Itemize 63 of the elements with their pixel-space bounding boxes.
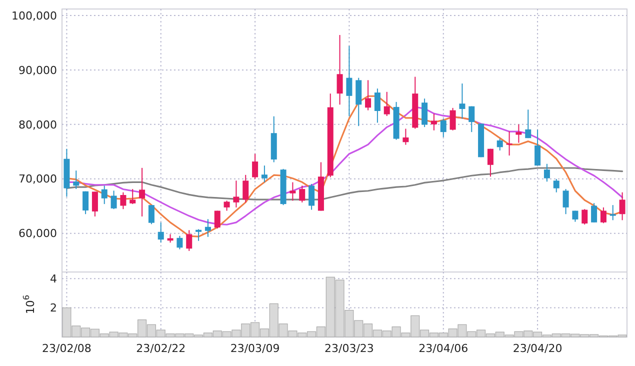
candlestick (496, 138, 503, 151)
candlestick (402, 128, 409, 146)
candlestick (73, 170, 80, 190)
candlestick (233, 180, 240, 208)
candlestick (120, 192, 126, 210)
candlestick (204, 218, 211, 238)
candlestick (374, 88, 380, 124)
candlestick (242, 174, 249, 203)
candlestick (553, 178, 560, 193)
candlestick (468, 106, 475, 133)
candlestick (82, 190, 89, 215)
y-tick-label: 90,000 (18, 64, 57, 77)
candlestick (196, 228, 202, 242)
x-tick-label: 23/02/08 (42, 342, 92, 355)
y-tick-label: 80,000 (18, 118, 57, 132)
candlestick (534, 129, 541, 166)
candlestick (384, 91, 390, 116)
candlestick (336, 34, 343, 106)
y-tick-label: 4 (50, 272, 57, 286)
candlestick (139, 167, 146, 217)
candlestick (186, 230, 192, 252)
candlestick (214, 210, 220, 229)
x-tick-label: 23/03/23 (324, 342, 374, 355)
candlestick (346, 46, 352, 117)
candlestick (130, 188, 136, 205)
candlestick (572, 210, 578, 222)
candlestick (176, 235, 183, 250)
candlestick (459, 82, 466, 120)
candlestick (308, 183, 315, 210)
candlestick (525, 109, 532, 139)
candlestick (148, 204, 154, 225)
candlestick (110, 190, 117, 210)
candlestick (591, 202, 598, 223)
candlestick (101, 185, 108, 205)
candlestick (619, 192, 626, 221)
candlestick (487, 148, 494, 178)
y-tick-label: 100,000 (12, 9, 57, 22)
candlestick (158, 222, 164, 244)
candlestick (290, 182, 296, 202)
candlestick (224, 200, 230, 212)
candlestick (600, 206, 606, 224)
candlestick (365, 80, 372, 111)
x-tick-label: 23/04/20 (512, 342, 562, 355)
x-tick-label: 23/03/09 (230, 342, 280, 355)
candlestick (450, 107, 456, 131)
candlestick (544, 163, 550, 182)
candlestick (610, 204, 616, 221)
candlestick (261, 165, 268, 183)
candlestick (440, 118, 446, 138)
y-tick-label: 70,000 (18, 172, 57, 186)
candlestick (582, 208, 588, 226)
y-tick-label: 2 (50, 302, 57, 315)
candlestick (506, 130, 512, 156)
candlestick (430, 113, 437, 131)
candlestick (516, 124, 522, 144)
candlestick (562, 188, 569, 215)
candlestick (252, 153, 258, 180)
candlestick (299, 185, 306, 203)
x-tick-label: 23/04/06 (418, 342, 468, 355)
candlestick (422, 98, 428, 128)
candlestick (92, 191, 98, 217)
x-tick-label: 23/02/22 (136, 342, 186, 355)
y-tick-label: 60,000 (18, 227, 57, 240)
